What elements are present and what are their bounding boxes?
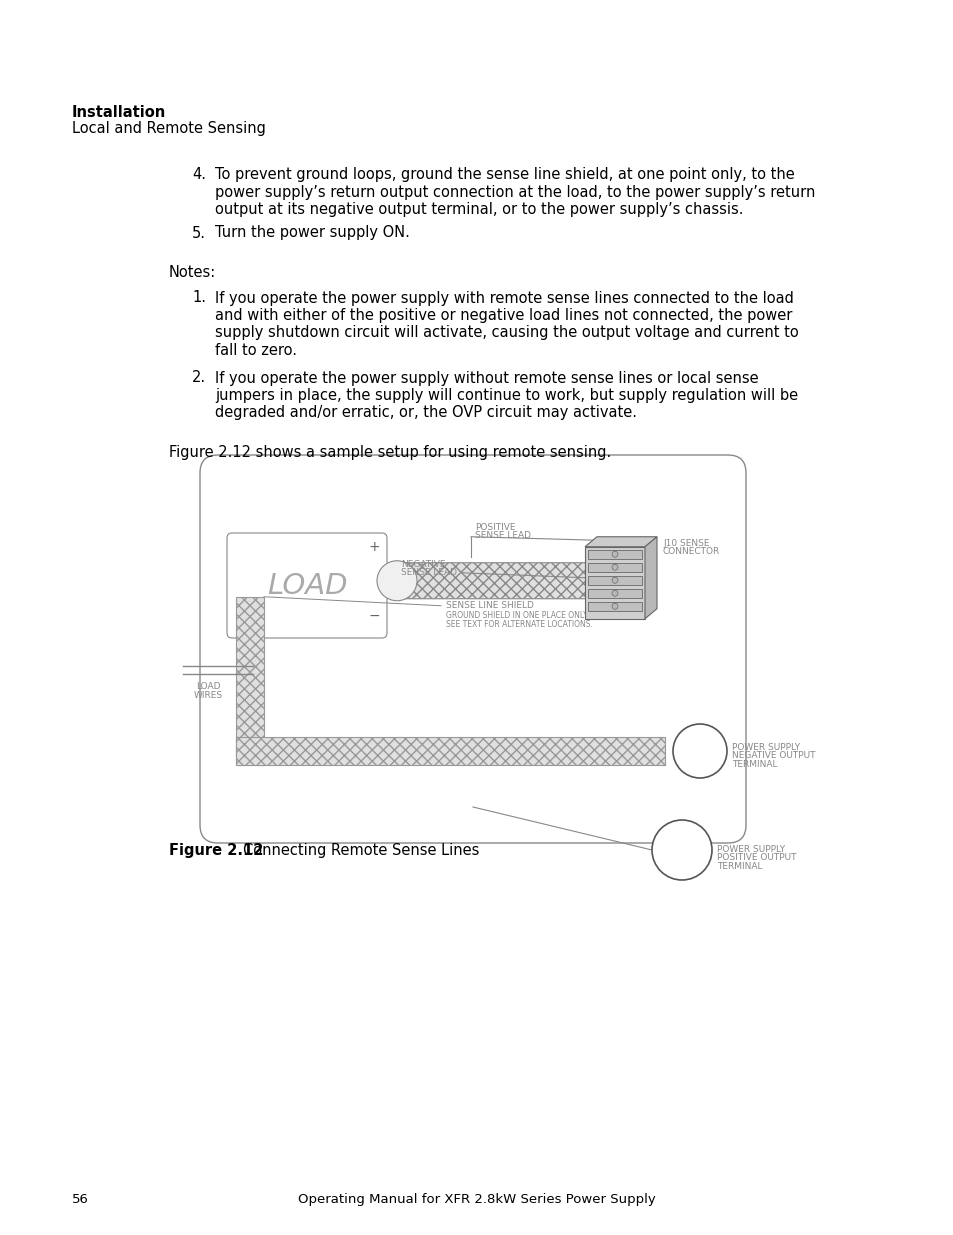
Text: LOAD: LOAD	[195, 682, 220, 692]
Text: 4.: 4.	[192, 167, 206, 182]
Text: jumpers in place, the supply will continue to work, but supply regulation will b: jumpers in place, the supply will contin…	[214, 388, 798, 403]
Text: SENSE LEAD: SENSE LEAD	[400, 568, 456, 577]
Text: To prevent ground loops, ground the sense line shield, at one point only, to the: To prevent ground loops, ground the sens…	[214, 167, 794, 182]
Text: 2.: 2.	[192, 370, 206, 385]
Circle shape	[612, 577, 618, 583]
Text: Operating Manual for XFR 2.8kW Series Power Supply: Operating Manual for XFR 2.8kW Series Po…	[297, 1193, 656, 1207]
Text: Connecting Remote Sense Lines: Connecting Remote Sense Lines	[243, 844, 478, 858]
Text: Installation: Installation	[71, 105, 166, 120]
Text: −: −	[368, 609, 379, 622]
Bar	[587, 550, 641, 558]
Text: +: +	[368, 540, 379, 555]
Text: Turn the power supply ON.: Turn the power supply ON.	[214, 226, 410, 241]
Text: fall to zero.: fall to zero.	[214, 343, 296, 358]
Text: 1.: 1.	[192, 290, 206, 305]
Circle shape	[672, 724, 726, 778]
Bar	[587, 589, 641, 598]
Text: degraded and/or erratic, or, the OVP circuit may activate.: degraded and/or erratic, or, the OVP cir…	[214, 405, 637, 420]
Text: LOAD: LOAD	[267, 572, 347, 599]
Text: POSITIVE: POSITIVE	[475, 522, 515, 532]
Circle shape	[651, 820, 711, 881]
Text: Figure 2.12 shows a sample setup for using remote sensing.: Figure 2.12 shows a sample setup for usi…	[169, 445, 611, 459]
Text: −: −	[686, 736, 712, 766]
Text: SENSE LEAD: SENSE LEAD	[475, 531, 531, 540]
FancyBboxPatch shape	[200, 454, 745, 844]
Text: Local and Remote Sensing: Local and Remote Sensing	[71, 121, 266, 136]
Bar	[587, 601, 641, 611]
Text: GROUND SHIELD IN ONE PLACE ONLY.: GROUND SHIELD IN ONE PLACE ONLY.	[446, 611, 588, 620]
Text: +: +	[666, 832, 697, 867]
Text: output at its negative output terminal, or to the power supply’s chassis.: output at its negative output terminal, …	[214, 203, 742, 217]
Text: If you operate the power supply without remote sense lines or local sense: If you operate the power supply without …	[214, 370, 758, 385]
Text: and with either of the positive or negative load lines not connected, the power: and with either of the positive or negat…	[214, 308, 792, 324]
Circle shape	[376, 561, 416, 600]
Text: SEE TEXT FOR ALTERNATE LOCATIONS.: SEE TEXT FOR ALTERNATE LOCATIONS.	[446, 620, 592, 629]
Polygon shape	[644, 537, 657, 619]
Circle shape	[612, 603, 618, 609]
Polygon shape	[584, 537, 657, 547]
Text: POWER SUPPLY: POWER SUPPLY	[731, 743, 800, 752]
Text: CONNECTOR: CONNECTOR	[662, 547, 720, 556]
Text: SENSE LINE SHIELD: SENSE LINE SHIELD	[446, 600, 534, 610]
Bar	[584, 547, 644, 619]
Text: 5.: 5.	[192, 226, 206, 241]
Text: WIRES: WIRES	[193, 692, 222, 700]
Text: POSITIVE OUTPUT: POSITIVE OUTPUT	[717, 853, 796, 862]
Text: J10 SENSE: J10 SENSE	[662, 538, 709, 548]
Circle shape	[612, 551, 618, 557]
FancyBboxPatch shape	[388, 563, 594, 599]
Text: NEGATIVE OUTPUT: NEGATIVE OUTPUT	[731, 751, 815, 760]
Text: NEGATIVE: NEGATIVE	[400, 559, 445, 569]
FancyBboxPatch shape	[227, 534, 387, 638]
Text: Notes:: Notes:	[169, 266, 216, 280]
Text: supply shutdown circuit will activate, causing the output voltage and current to: supply shutdown circuit will activate, c…	[214, 326, 798, 341]
Circle shape	[612, 564, 618, 571]
Text: TERMINAL: TERMINAL	[731, 760, 777, 769]
Bar	[587, 576, 641, 584]
FancyBboxPatch shape	[235, 597, 264, 764]
FancyBboxPatch shape	[235, 737, 664, 764]
Text: Figure 2.12: Figure 2.12	[169, 844, 263, 858]
Text: POWER SUPPLY: POWER SUPPLY	[717, 845, 784, 853]
Bar	[587, 563, 641, 572]
Text: power supply’s return output connection at the load, to the power supply’s retur: power supply’s return output connection …	[214, 184, 815, 200]
Text: TERMINAL: TERMINAL	[717, 862, 761, 871]
Text: 56: 56	[71, 1193, 89, 1207]
Text: If you operate the power supply with remote sense lines connected to the load: If you operate the power supply with rem…	[214, 290, 793, 305]
Circle shape	[612, 590, 618, 597]
